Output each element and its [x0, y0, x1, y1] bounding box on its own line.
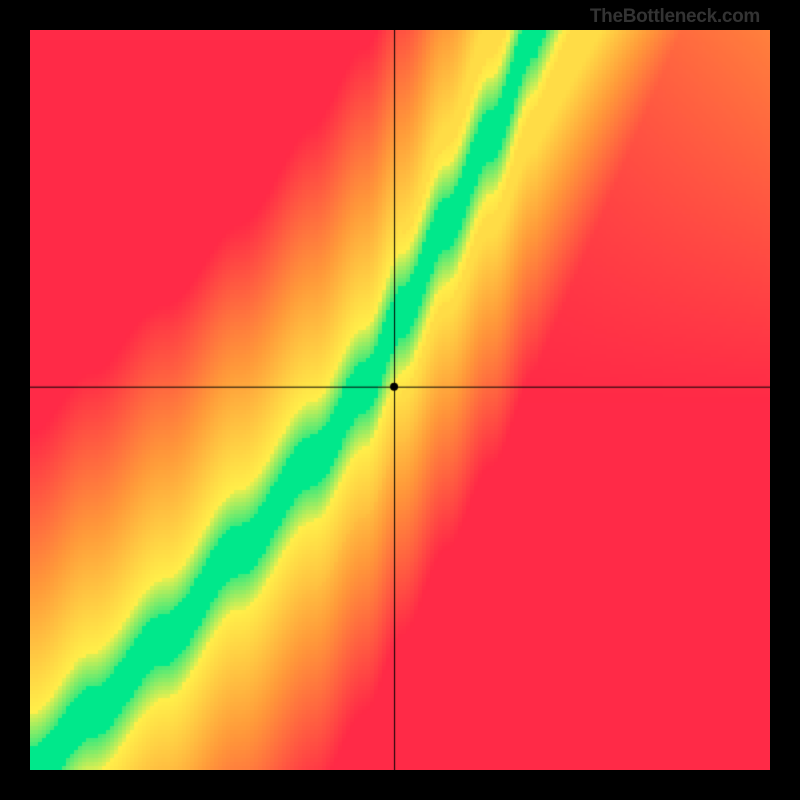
- watermark-text: TheBottleneck.com: [590, 6, 760, 28]
- heatmap-canvas: [30, 30, 770, 770]
- bottleneck-heatmap-plot: [30, 30, 770, 770]
